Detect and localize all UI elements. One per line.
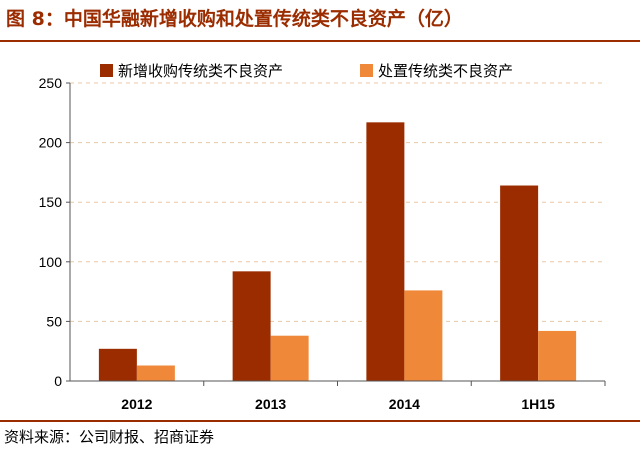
legend: 新增收购传统类不良资产 处置传统类不良资产 xyxy=(100,62,513,80)
y-tick-label: 100 xyxy=(39,254,63,270)
bar-acquired-2014 xyxy=(366,122,405,381)
legend-label-2: 处置传统类不良资产 xyxy=(378,62,513,80)
bar-disposed-2014 xyxy=(404,290,443,381)
x-tick-label: 2013 xyxy=(255,396,286,412)
x-tick-label: 1H15 xyxy=(521,396,555,412)
source-rule xyxy=(0,420,640,422)
bar-disposed-2013 xyxy=(270,335,309,381)
figure-title: 图 8：中国华融新增收购和处置传统类不良资产（亿） xyxy=(6,8,463,30)
title-rule xyxy=(0,40,640,42)
source-note: 资料来源：公司财报、招商证券 xyxy=(4,428,215,446)
bar-acquired-2013 xyxy=(232,271,271,381)
x-tick-label: 2014 xyxy=(389,396,420,412)
bar-chart: 0 50 100 150 200 250 2012 2013 2014 1H15 新增收购传统类… xyxy=(39,62,606,412)
bar-acquired-2012 xyxy=(98,348,137,381)
y-tick-label: 250 xyxy=(39,75,63,91)
y-tick-label: 200 xyxy=(39,135,63,151)
x-axis: 2012 2013 2014 1H15 xyxy=(70,380,606,412)
bar-disposed-1H15 xyxy=(538,330,577,381)
y-tick-label: 150 xyxy=(39,194,63,210)
legend-swatch-1 xyxy=(100,64,113,77)
legend-swatch-2 xyxy=(360,64,373,77)
grid-lines xyxy=(70,82,605,322)
x-tick-label: 2012 xyxy=(121,396,152,412)
bar-acquired-1H15 xyxy=(500,185,539,381)
bars xyxy=(98,122,577,381)
y-tick-label: 0 xyxy=(54,373,62,389)
y-tick-label: 50 xyxy=(46,313,62,329)
legend-label-1: 新增收购传统类不良资产 xyxy=(118,62,283,80)
bar-disposed-2012 xyxy=(136,365,175,381)
y-axis: 0 50 100 150 200 250 xyxy=(39,75,71,389)
